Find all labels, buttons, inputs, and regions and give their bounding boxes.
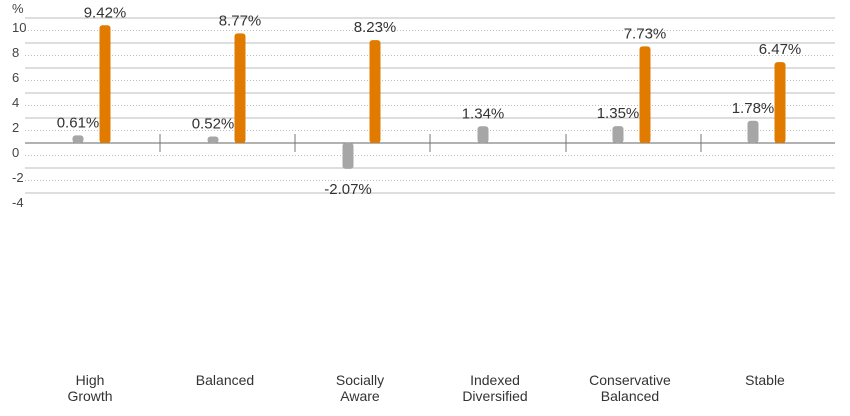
x-category-label: Socially Aware [336, 372, 384, 404]
bar-series-1 [72, 135, 84, 143]
grid-layer [25, 17, 835, 194]
y-unit-label: % [12, 1, 24, 16]
data-label: 1.34% [462, 105, 505, 122]
x-category-label: Balanced [196, 372, 254, 388]
x-category-label: Conservative Balanced [589, 372, 671, 404]
x-category-label: Indexed Diversified [462, 372, 527, 404]
bar-series-1 [747, 120, 759, 143]
data-label: 0.61% [57, 114, 100, 131]
data-label: 1.35% [597, 105, 640, 122]
bar-series-1 [612, 126, 624, 143]
x-category-label: High Growth [67, 372, 112, 404]
y-tick-label: 2 [12, 120, 19, 135]
y-tick-label: 0 [12, 145, 19, 160]
bar-series-2 [234, 33, 246, 143]
y-tick-label: -4 [12, 195, 24, 210]
y-tick-label: -2 [12, 170, 24, 185]
y-tick-label: 4 [12, 95, 19, 110]
data-label: -2.07% [324, 181, 372, 198]
bar-series-1 [207, 136, 219, 143]
y-tick-label: 8 [12, 45, 19, 60]
bar-layer [72, 25, 786, 169]
label-layer: High Growth Balanced Socially Aware Indexed Di… [57, 4, 802, 404]
axis-layer: -4 -2 0 2 4 6 8 10 [12, 20, 835, 210]
bar-series-2 [639, 46, 651, 143]
bar-series-2 [99, 25, 111, 143]
data-label: 7.73% [624, 25, 667, 42]
y-tick-label: 6 [12, 70, 19, 85]
x-category-label: Stable [745, 372, 785, 388]
data-label: 1.78% [732, 100, 775, 117]
bar-series-1 [477, 126, 489, 143]
bar-series-1 [342, 143, 354, 169]
y-tick-label: 10 [12, 20, 26, 35]
data-label: 8.77% [219, 12, 262, 29]
data-label: 9.42% [84, 4, 127, 21]
bar-series-2 [369, 40, 381, 143]
data-label: 6.47% [759, 41, 802, 58]
bar-series-2 [774, 62, 786, 143]
data-label: 0.52% [192, 116, 235, 133]
data-label: 8.23% [354, 19, 397, 36]
